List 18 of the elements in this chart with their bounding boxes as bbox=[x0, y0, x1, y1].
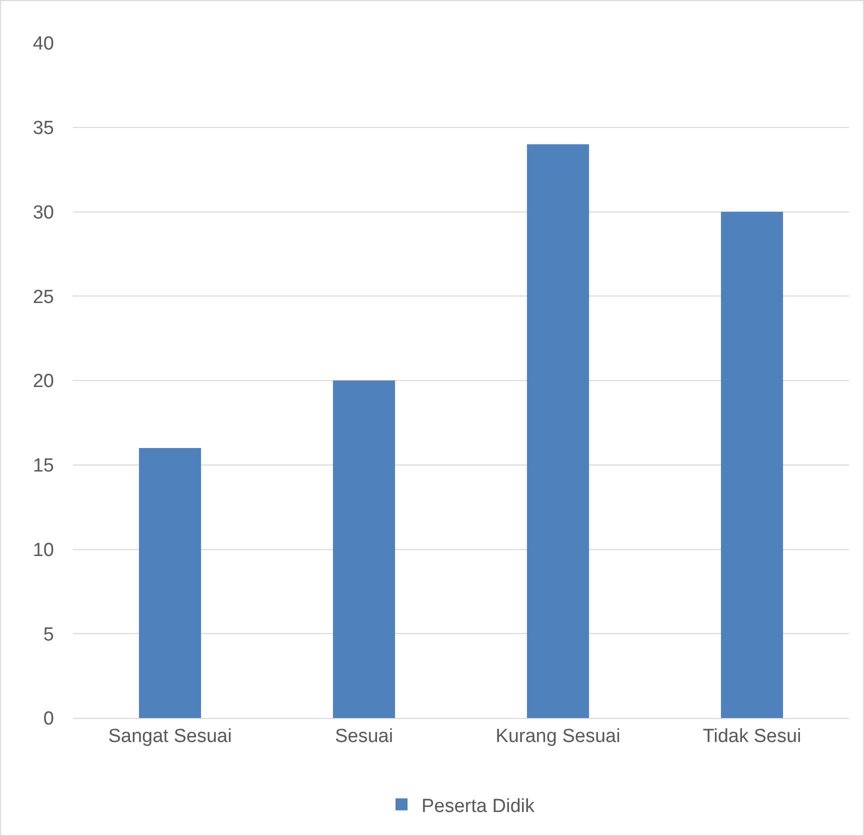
x-tick-label: Sangat Sesuai bbox=[108, 726, 232, 747]
x-tick-label: Kurang Sesuai bbox=[496, 726, 620, 747]
y-tick-label: 25 bbox=[32, 286, 54, 308]
y-tick-label: 35 bbox=[32, 118, 54, 140]
y-tick-label: 0 bbox=[43, 708, 54, 730]
legend-label: Peserta Didik bbox=[422, 796, 535, 817]
y-tick-label: 15 bbox=[32, 456, 54, 477]
x-tick-label: Sesuai bbox=[334, 726, 394, 747]
y-tick-label: 40 bbox=[32, 34, 54, 55]
y-tick-label: 30 bbox=[32, 202, 54, 224]
x-tick-label: Tidak Sesui bbox=[702, 726, 802, 747]
y-tick-label: 20 bbox=[32, 371, 54, 392]
bar bbox=[332, 380, 396, 718]
bar bbox=[720, 212, 784, 718]
bar bbox=[526, 144, 590, 718]
y-tick-label: 5 bbox=[43, 624, 54, 646]
bar bbox=[138, 448, 202, 718]
y-tick-label: 10 bbox=[32, 540, 54, 561]
